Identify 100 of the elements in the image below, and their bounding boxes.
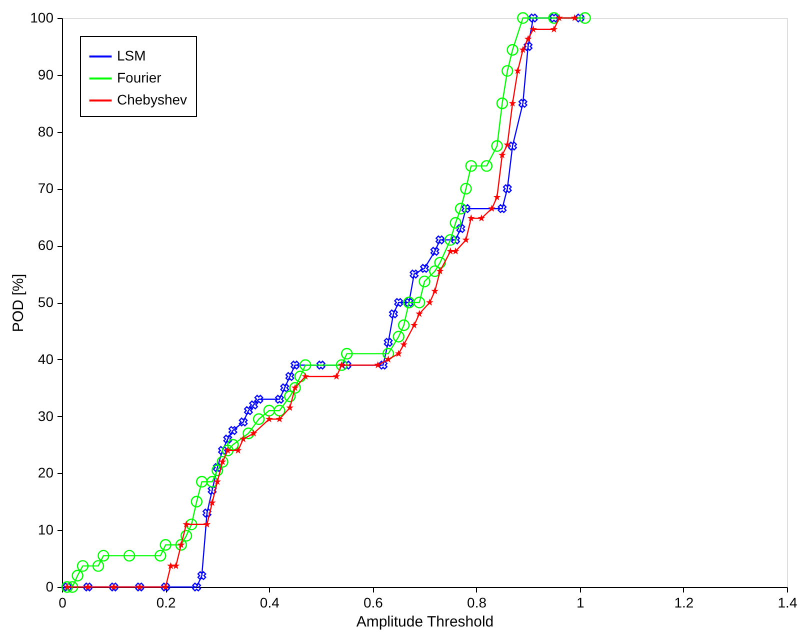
point [456,224,466,233]
point [196,476,208,488]
point [502,65,514,77]
point [374,361,382,368]
point [462,236,470,244]
point [392,330,404,342]
point [467,214,475,222]
point [284,390,296,402]
point [452,247,460,254]
point [192,582,202,592]
point [223,434,232,444]
point [238,418,248,426]
y-tick-label: 70 [38,180,54,196]
point [413,296,426,308]
point [280,383,290,392]
point [216,456,228,468]
point [340,348,353,360]
y-tick-label: 10 [38,522,54,538]
point [524,35,532,42]
point [508,99,516,106]
x-tick-label: 1.2 [674,594,694,610]
point [420,264,429,273]
point [212,464,224,476]
point [465,160,477,172]
point [498,204,507,214]
point [491,140,503,152]
point [384,356,392,363]
legend-label: Chebyshev [117,92,188,108]
x-tick-label: 0.6 [363,594,384,610]
point [242,428,254,440]
point [227,438,239,451]
point [398,319,410,332]
point [530,26,537,33]
point [517,12,529,24]
point [167,562,174,570]
x-tick-label: 0 [58,594,67,610]
point [214,478,222,485]
point [436,267,444,274]
point [528,14,538,22]
point [502,184,512,194]
point [550,26,558,33]
point [575,14,584,22]
point [519,46,527,53]
point [202,508,212,518]
point [555,14,563,22]
point [182,520,190,528]
point [252,413,265,425]
point [275,394,284,404]
point [524,42,533,51]
legend-label: LSM [117,48,146,64]
x-tick-label: 1 [576,594,584,610]
point [518,98,528,108]
y-tick-label: 0 [46,578,54,594]
point [508,142,517,150]
x-tick-label: 1.4 [778,594,798,610]
point [388,309,398,318]
point [249,400,258,410]
point [234,446,242,454]
point [571,14,578,22]
point [431,287,439,294]
point [208,498,216,506]
point [160,539,172,551]
point [286,404,294,411]
point [332,372,340,380]
x-tick-label: 0.8 [467,594,487,610]
x-tick-label: 0.4 [260,594,280,610]
point [175,539,187,551]
point [274,404,286,416]
point [98,550,110,562]
point [430,246,440,256]
point [76,560,89,572]
point [154,550,166,562]
point [336,359,348,371]
point [263,404,275,416]
point [498,151,506,158]
point [488,204,496,212]
y-tick-label: 30 [38,408,54,424]
point [506,44,518,56]
point [436,235,444,244]
point [285,372,294,381]
point [454,202,467,214]
point [290,360,300,370]
point [186,518,198,530]
point [92,560,104,572]
point [579,12,591,24]
point [394,298,404,307]
point [450,217,462,229]
point [378,360,388,370]
point [451,235,460,244]
y-tick-label: 50 [38,294,54,310]
point [212,463,222,472]
point [493,193,501,200]
point [429,265,441,278]
point [300,359,312,371]
point [496,98,508,110]
legend-label: Fourier [117,70,162,86]
point [289,382,301,394]
point [426,298,434,306]
point [208,486,217,495]
point [72,570,84,582]
